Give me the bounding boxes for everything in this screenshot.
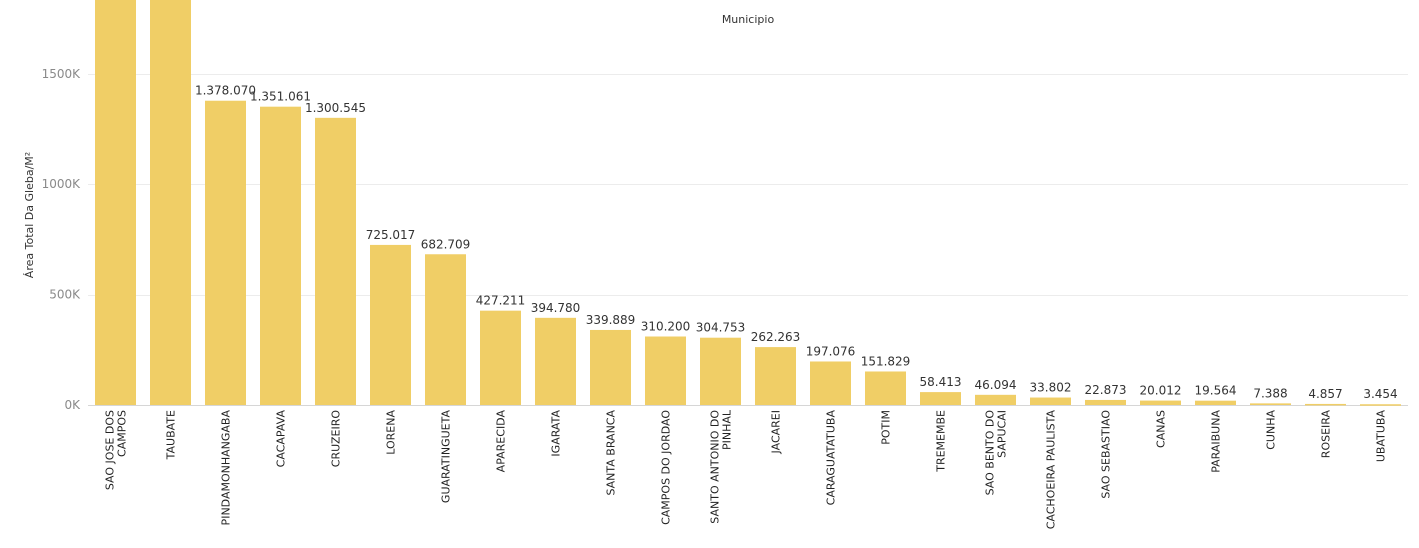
category-label-0: SAO JOSE DOSCAMPOS: [104, 410, 129, 490]
category-label-17: CACHOEIRA PAULISTA: [1045, 410, 1058, 530]
value-label-12: 262.263: [751, 330, 801, 344]
category-label-6: GUARATINGUETA: [440, 410, 453, 504]
bar-3[interactable]: [260, 106, 301, 405]
value-label-18: 22.873: [1085, 383, 1127, 397]
category-label-23: UBATUBA: [1375, 410, 1388, 463]
category-label-19: CANAS: [1155, 410, 1168, 448]
gridlines: [88, 74, 1408, 406]
value-label-5: 725.017: [366, 228, 416, 242]
y-tick-label-3: 1500K: [42, 67, 82, 81]
bar-12[interactable]: [755, 347, 796, 405]
category-label-16: SAO BENTO DOSAPUCAI: [984, 410, 1009, 496]
category-label-10: CAMPOS DO JORDAO: [660, 410, 673, 525]
category-label-3: CACAPAVA: [275, 410, 288, 468]
bar-9[interactable]: [590, 329, 631, 405]
value-label-13: 197.076: [806, 344, 856, 358]
category-label-9: SANTA BRANCA: [605, 410, 618, 496]
bar-13[interactable]: [810, 361, 851, 405]
category-label-7: APARECIDA: [495, 410, 508, 473]
category-label-15: TREMEMBE: [935, 410, 948, 473]
bar-19[interactable]: [1140, 400, 1181, 405]
value-label-11: 304.753: [696, 321, 746, 335]
value-label-22: 4.857: [1308, 387, 1342, 401]
value-label-8: 394.780: [531, 301, 581, 315]
category-label-12: JACAREI: [770, 410, 783, 454]
value-label-9: 339.889: [586, 313, 636, 327]
bar-14[interactable]: [865, 371, 906, 405]
y-tick-label-1: 500K: [49, 288, 81, 302]
category-label-20: PARAIBUNA: [1210, 410, 1223, 473]
value-label-2: 1.378.070: [195, 84, 256, 98]
value-label-10: 310.200: [641, 320, 691, 334]
y-tick-label-2: 1000K: [42, 177, 82, 191]
category-label-21: CUNHA: [1265, 410, 1278, 450]
bar-2[interactable]: [205, 100, 246, 406]
bars: [95, 0, 1401, 406]
chart-title: Municipio: [722, 13, 775, 26]
category-label-2: PINDAMONHANGABA: [220, 410, 233, 526]
category-label-22: ROSEIRA: [1320, 410, 1333, 459]
bar-10[interactable]: [645, 336, 686, 405]
bar-21[interactable]: [1250, 403, 1291, 405]
y-axis-label: Área Total Da Gleba/M²: [23, 152, 36, 278]
y-axis-ticks: 0K500K1000K1500K2000K2500K3000K: [42, 67, 82, 412]
value-label-6: 682.709: [421, 237, 471, 251]
value-label-19: 20.012: [1140, 384, 1182, 398]
bar-11[interactable]: [700, 337, 741, 405]
value-label-16: 46.094: [975, 378, 1017, 392]
bar-5[interactable]: [370, 244, 411, 405]
bar-15[interactable]: [920, 392, 961, 405]
bar-20[interactable]: [1195, 400, 1236, 405]
value-labels: 3.088.2341.949.6221.378.0701.351.0611.30…: [195, 84, 1398, 402]
bar-7[interactable]: [480, 310, 521, 405]
bar-1[interactable]: [150, 0, 191, 405]
bar-4[interactable]: [315, 117, 356, 405]
category-label-18: SAO SEBASTIAO: [1100, 410, 1113, 499]
value-label-4: 1.300.545: [305, 101, 366, 115]
value-label-14: 151.829: [861, 354, 911, 368]
bar-17[interactable]: [1030, 397, 1071, 405]
category-label-4: CRUZEIRO: [330, 410, 343, 468]
value-label-23: 3.454: [1363, 387, 1397, 401]
bar-18[interactable]: [1085, 399, 1126, 405]
value-label-21: 7.388: [1253, 386, 1287, 400]
category-label-14: POTIM: [880, 410, 893, 445]
category-label-11: SANTO ANTONIO DOPINHAL: [709, 409, 734, 524]
value-label-3: 1.351.061: [250, 90, 311, 104]
category-label-5: LORENA: [385, 410, 398, 455]
bar-6[interactable]: [425, 254, 466, 405]
y-tick-label-0: 0K: [64, 398, 81, 412]
category-label-1: TAUBATE: [165, 410, 178, 460]
value-label-20: 19.564: [1195, 384, 1237, 398]
category-labels: SAO JOSE DOSCAMPOS TAUBATE PINDAMONHANGABA…: [104, 409, 1388, 529]
bar-16[interactable]: [975, 394, 1016, 405]
value-label-7: 427.211: [476, 294, 526, 308]
value-label-15: 58.413: [920, 375, 962, 389]
bar-0[interactable]: [95, 0, 136, 405]
category-label-13: CARAGUATATUBA: [825, 410, 838, 506]
bar-22[interactable]: [1305, 403, 1346, 406]
value-label-17: 33.802: [1030, 381, 1072, 395]
bar-23[interactable]: [1360, 404, 1401, 406]
category-label-8: IGARATA: [550, 410, 563, 457]
bar-8[interactable]: [535, 317, 576, 405]
